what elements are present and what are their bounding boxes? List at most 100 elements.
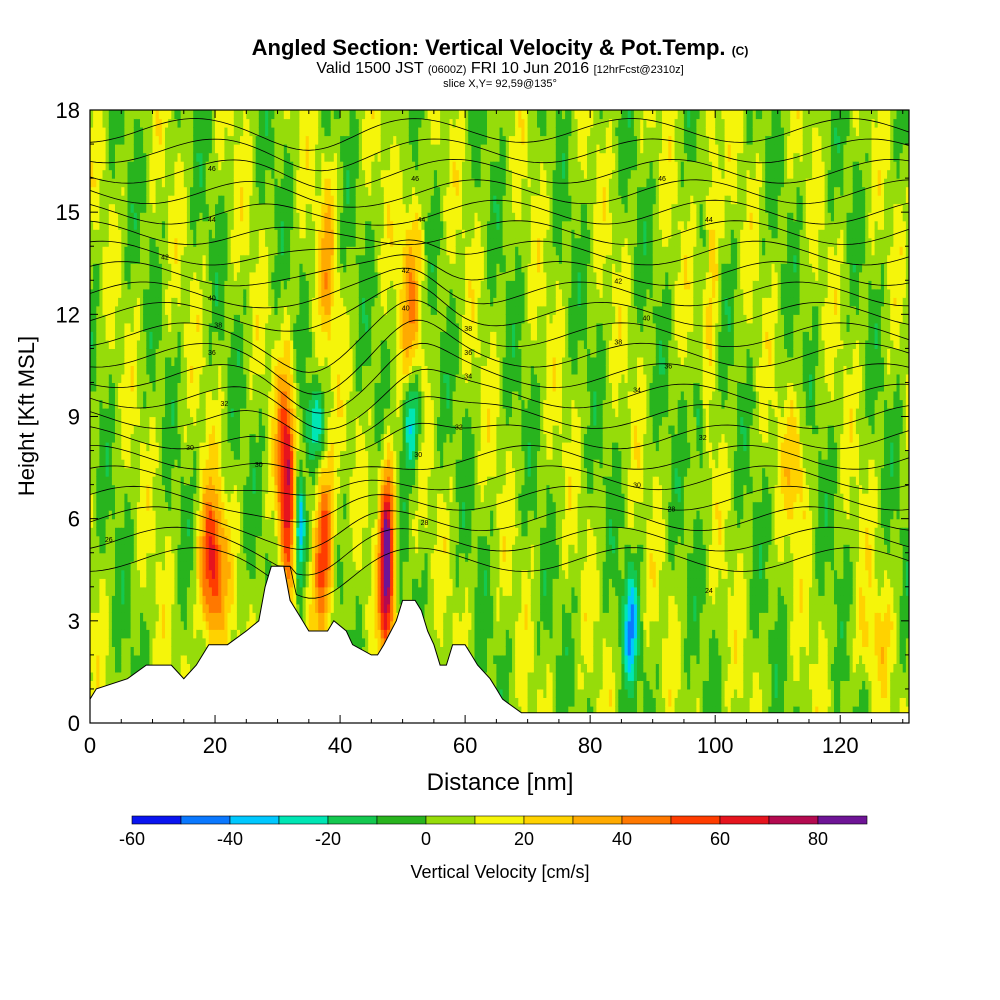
- velocity-cell: [183, 339, 188, 349]
- velocity-cell: [146, 118, 150, 128]
- velocity-cell: [286, 408, 291, 418]
- chart-subtitle: Valid 1500 JST (0600Z) FRI 10 Jun 2016 […: [316, 60, 684, 77]
- velocity-cell: [271, 203, 275, 213]
- velocity-cell: [252, 161, 257, 171]
- velocity-cell: [227, 467, 232, 477]
- velocity-cell: [136, 467, 141, 477]
- velocity-cell: [108, 578, 113, 588]
- velocity-cell: [215, 586, 219, 596]
- velocity-cell: [143, 314, 147, 324]
- velocity-cell: [261, 186, 266, 196]
- velocity-cell: [261, 314, 266, 324]
- velocity-cell: [168, 220, 172, 230]
- velocity-cell: [277, 314, 282, 324]
- velocity-cell: [140, 552, 144, 562]
- velocity-cell: [224, 229, 229, 239]
- velocity-cell: [258, 110, 263, 120]
- velocity-cell: [190, 365, 194, 375]
- velocity-cell: [161, 152, 166, 162]
- velocity-cell: [299, 603, 304, 613]
- velocity-cell: [136, 612, 141, 622]
- velocity-cell: [90, 297, 94, 307]
- velocity-cell: [180, 297, 185, 307]
- velocity-cell: [218, 476, 222, 486]
- velocity-cell: [165, 442, 169, 452]
- velocity-cell: [161, 603, 166, 613]
- velocity-cell: [186, 305, 191, 315]
- velocity-cell: [290, 314, 294, 324]
- velocity-cell: [293, 288, 297, 298]
- velocity-cell: [196, 169, 200, 179]
- velocity-cell: [158, 297, 163, 307]
- velocity-cell: [205, 314, 210, 324]
- velocity-cell: [211, 603, 216, 613]
- velocity-cell: [93, 118, 97, 128]
- velocity-cell: [115, 280, 119, 290]
- velocity-cell: [233, 603, 238, 613]
- velocity-cell: [152, 152, 157, 162]
- velocity-cell: [146, 459, 150, 469]
- velocity-cell: [258, 399, 263, 409]
- velocity-cell: [140, 654, 144, 664]
- velocity-cell: [93, 408, 97, 418]
- velocity-cell: [121, 212, 125, 222]
- velocity-cell: [202, 195, 207, 205]
- velocity-cell: [193, 586, 197, 596]
- velocity-cell: [227, 586, 232, 596]
- velocity-cell: [165, 561, 169, 571]
- velocity-cell: [205, 535, 210, 545]
- velocity-cell: [133, 535, 138, 545]
- velocity-cell: [246, 161, 250, 171]
- velocity-cell: [193, 254, 197, 264]
- velocity-cell: [227, 459, 232, 469]
- velocity-cell: [243, 484, 247, 494]
- velocity-cell: [186, 382, 191, 392]
- velocity-cell: [124, 391, 129, 401]
- velocity-cell: [158, 578, 163, 588]
- velocity-cell: [108, 339, 113, 349]
- velocity-cell: [99, 518, 104, 528]
- velocity-cell: [277, 305, 282, 315]
- velocity-cell: [177, 433, 182, 443]
- velocity-cell: [130, 271, 135, 281]
- velocity-cell: [190, 416, 194, 426]
- velocity-cell: [102, 297, 107, 307]
- velocity-cell: [258, 467, 263, 477]
- velocity-cell: [152, 254, 157, 264]
- velocity-cell: [261, 399, 266, 409]
- velocity-cell: [99, 297, 104, 307]
- velocity-cell: [180, 535, 185, 545]
- velocity-cell: [246, 612, 250, 622]
- velocity-cell: [174, 544, 179, 554]
- velocity-cell: [152, 348, 157, 358]
- velocity-cell: [293, 373, 297, 383]
- velocity-cell: [218, 144, 222, 154]
- velocity-cell: [199, 152, 204, 162]
- velocity-cell: [155, 408, 160, 418]
- velocity-cell: [143, 654, 147, 664]
- velocity-cell: [240, 586, 244, 596]
- velocity-cell: [236, 348, 241, 358]
- velocity-cell: [274, 348, 279, 358]
- velocity-cell: [299, 450, 304, 460]
- velocity-cell: [158, 288, 163, 298]
- velocity-cell: [199, 263, 204, 273]
- velocity-cell: [165, 271, 169, 281]
- velocity-cell: [243, 518, 247, 528]
- velocity-cell: [211, 586, 216, 596]
- velocity-cell: [196, 442, 200, 452]
- velocity-cell: [227, 365, 232, 375]
- velocity-cell: [93, 646, 97, 656]
- velocity-cell: [290, 501, 294, 511]
- velocity-cell: [174, 322, 179, 332]
- velocity-cell: [140, 425, 144, 435]
- velocity-cell: [277, 552, 282, 562]
- velocity-cell: [208, 459, 213, 469]
- velocity-cell: [268, 195, 272, 205]
- velocity-cell: [299, 425, 304, 435]
- velocity-cell: [149, 476, 154, 486]
- velocity-cell: [152, 229, 157, 239]
- velocity-cell: [277, 186, 282, 196]
- velocity-cell: [240, 161, 244, 171]
- velocity-cell: [149, 561, 154, 571]
